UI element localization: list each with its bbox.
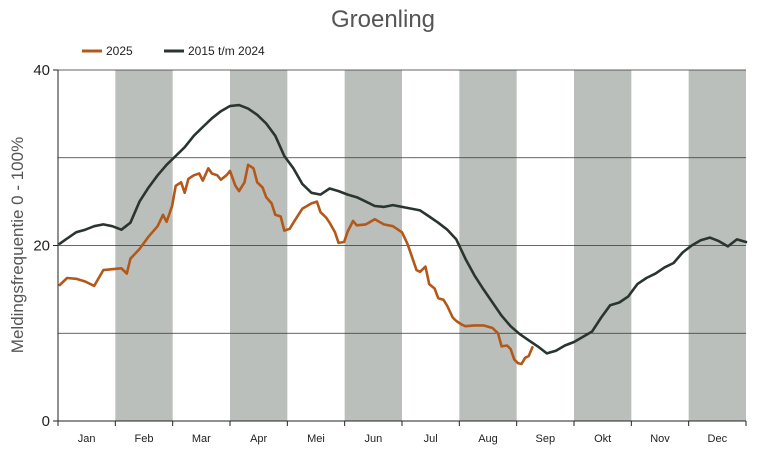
month-label-mar: Mar — [192, 433, 211, 445]
y-tick-label-40: 40 — [33, 62, 50, 79]
x-ticks: Jan Feb Mar Apr Mei Jun Jul Aug Sep Okt Nov Dec — [57, 421, 747, 445]
legend-label-2025: 2025 — [106, 44, 133, 58]
series-lines — [58, 103, 748, 366]
y-tick-label-0: 0 — [42, 413, 50, 430]
month-label-mei: Mei — [307, 433, 325, 445]
series-line-2025 — [58, 163, 534, 366]
legend: 2025 2015 t/m 2024 — [82, 44, 265, 58]
month-label-feb: Feb — [135, 433, 154, 445]
month-label-jun: Jun — [364, 433, 382, 445]
month-label-jan: Jan — [78, 433, 96, 445]
month-label-aug: Aug — [478, 433, 498, 445]
month-label-nov: Nov — [650, 433, 670, 445]
month-label-jul: Jul — [424, 433, 438, 445]
y-ticks: 0 20 40 — [33, 62, 58, 430]
month-label-apr: Apr — [250, 433, 267, 445]
month-label-sep: Sep — [536, 433, 556, 445]
series-line-2015-2024 — [58, 103, 748, 355]
month-label-okt: Okt — [594, 433, 611, 445]
legend-label-2015-2024: 2015 t/m 2024 — [188, 44, 265, 58]
y-tick-label-20: 20 — [33, 238, 50, 255]
month-label-dec: Dec — [708, 433, 728, 445]
chart-title: Groenling — [331, 6, 435, 33]
y-axis-label: Meldingsfrequentie 0 - 100% — [8, 137, 27, 353]
